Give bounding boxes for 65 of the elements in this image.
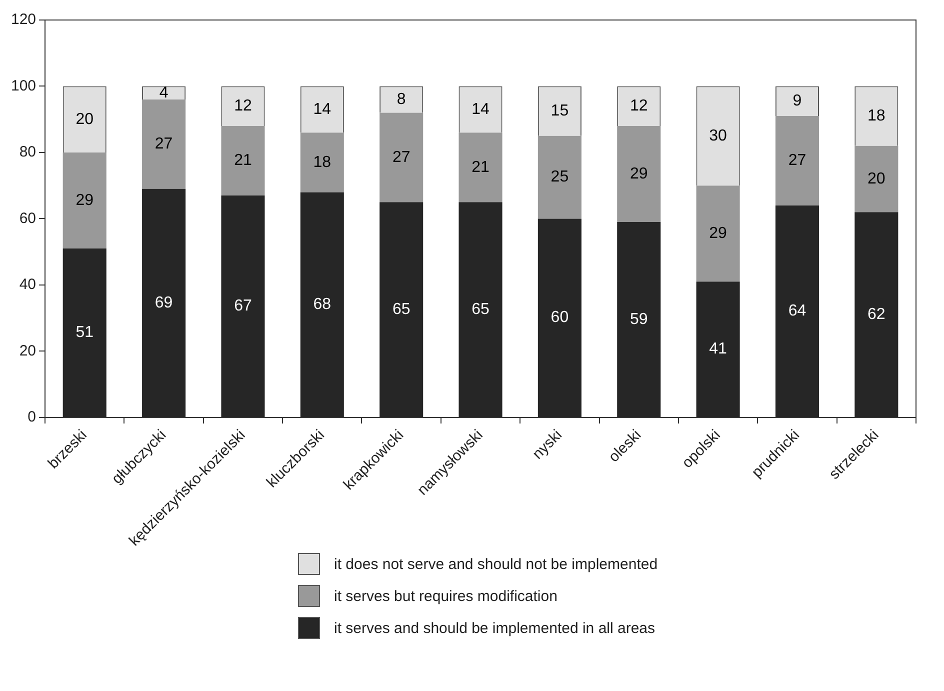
bar	[538, 218, 582, 417]
data-label: 29	[709, 225, 728, 242]
bar	[854, 146, 898, 212]
legend-label: it serves but requires modification	[334, 588, 558, 604]
bar	[380, 112, 424, 202]
bar	[458, 132, 502, 202]
y-tick-label: 0	[28, 408, 36, 426]
data-label: 25	[550, 168, 569, 186]
data-label: 12	[234, 98, 252, 115]
data-label: 51	[76, 324, 94, 342]
legend-label: it does not serve and should not be implemented	[334, 556, 658, 572]
bar	[221, 126, 265, 196]
bar	[458, 202, 502, 417]
data-label: 14	[472, 100, 490, 118]
data-label: 69	[154, 294, 173, 312]
data-label: 21	[472, 158, 490, 176]
data-label: 27	[788, 152, 806, 170]
data-label: 59	[630, 310, 648, 328]
bar	[380, 202, 424, 417]
data-label: 68	[313, 296, 332, 313]
bar	[617, 126, 661, 222]
data-label: 14	[313, 100, 332, 118]
data-label: 65	[472, 300, 490, 318]
bar	[62, 152, 106, 249]
data-label: 64	[788, 302, 806, 320]
bar	[696, 282, 740, 417]
bar	[775, 116, 820, 206]
bar	[300, 192, 344, 417]
data-label: 27	[154, 136, 173, 153]
data-label: 15	[550, 102, 569, 120]
data-label: 4	[159, 84, 168, 102]
data-label: 60	[550, 309, 569, 326]
y-tick-label: 20	[19, 342, 36, 360]
data-label: 18	[313, 154, 332, 171]
bar	[538, 136, 582, 219]
bar	[142, 188, 186, 417]
y-tick-label: 80	[19, 144, 36, 161]
data-label: 29	[76, 192, 94, 209]
data-label: 29	[630, 165, 648, 182]
data-label: 62	[868, 306, 886, 323]
y-tick-label: 40	[19, 276, 36, 294]
y-tick-label: 60	[19, 210, 36, 227]
data-label: 20	[76, 110, 94, 128]
data-label: 18	[868, 107, 886, 124]
bar	[854, 212, 898, 417]
data-label: 12	[630, 98, 648, 115]
y-tick-label: 100	[10, 77, 36, 94]
bar	[696, 186, 740, 282]
data-label: 41	[709, 340, 728, 358]
data-label: 30	[709, 127, 728, 144]
data-label: 20	[868, 170, 886, 188]
data-label: 8	[396, 90, 406, 108]
bar	[617, 222, 661, 417]
data-label: 67	[234, 298, 252, 315]
bar	[300, 132, 344, 192]
data-label: 27	[392, 148, 410, 166]
data-label: 21	[234, 152, 252, 170]
data-label: 9	[792, 92, 802, 110]
bar	[775, 205, 820, 417]
y-tick-label: 120	[10, 11, 36, 28]
bar	[221, 196, 265, 417]
bar	[142, 99, 186, 189]
bar	[62, 248, 106, 417]
data-label: 65	[392, 300, 410, 318]
legend-label: it serves and should be implemented in all areas	[334, 620, 656, 636]
